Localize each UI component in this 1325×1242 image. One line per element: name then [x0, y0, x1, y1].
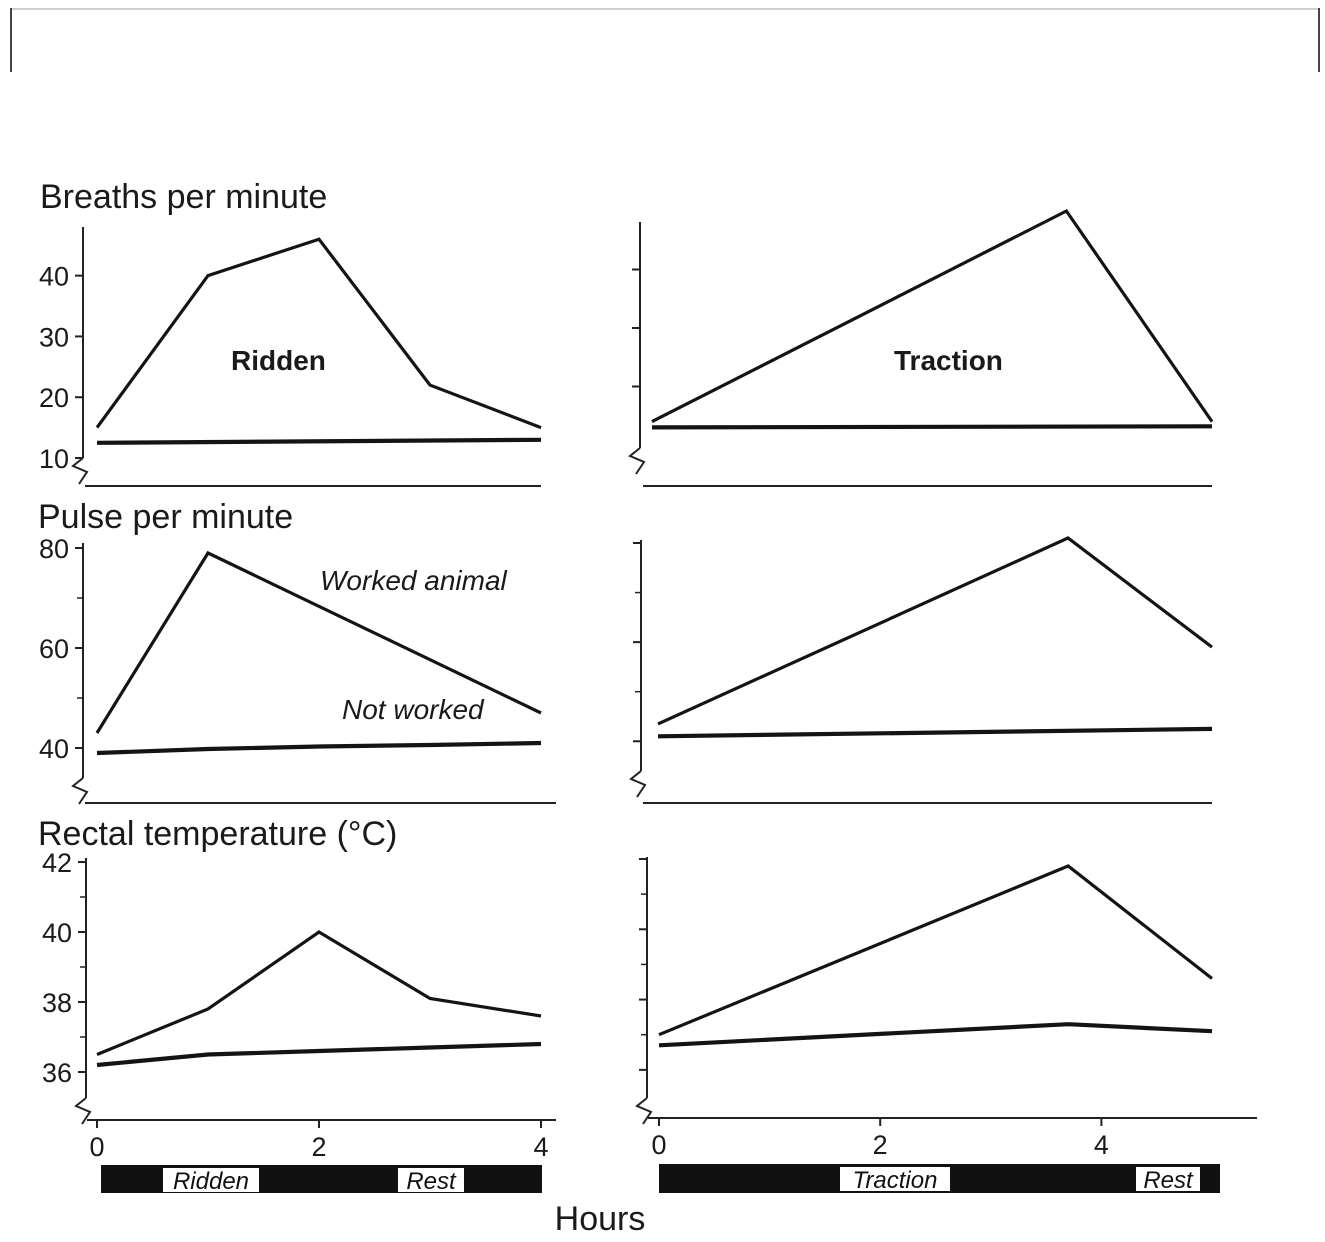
traction-pulse-series-not-worked-line [657, 726, 1213, 739]
ridden-breaths-y-tick-label: 10 [39, 444, 69, 474]
ridden-breaths-series-not-worked-line [96, 437, 542, 445]
traction-rest-label: Rest [1143, 1167, 1194, 1194]
ridden-temperature-y-tick-label: 42 [42, 848, 72, 878]
traction-breaths-series-not-worked-line [651, 424, 1213, 430]
ridden-pulse-axis-break [71, 777, 89, 805]
page-border-right [1318, 8, 1320, 72]
ridden-breaths-y-tick-label: 20 [39, 383, 69, 413]
traction-temperature-panel: 0 2 4 [635, 857, 1257, 1160]
ridden-pulse-y-tick-label: 60 [39, 634, 69, 664]
ridden-temperature-axis-break [74, 1097, 92, 1125]
traction-bar-label-box [840, 1167, 950, 1191]
traction-breaths-series-worked-line [651, 208, 1214, 424]
ridden-temperature-x-tick-label: 2 [311, 1132, 326, 1162]
ridden-temperature-panel: 36 38 40 42 0 2 4 [42, 848, 556, 1162]
traction-temperature-x-tick-label: 0 [651, 1130, 666, 1160]
page-border-top [10, 8, 1320, 10]
traction-temperature-series-worked-line [658, 864, 1213, 1037]
ridden-pulse-y-tick-label: 40 [39, 734, 69, 764]
worked-animal-label: Worked animal [320, 565, 508, 596]
traction-panel-label: Traction [894, 345, 1003, 376]
ridden-breaths-panel: 10 20 30 40 [39, 227, 542, 487]
ridden-temperature-y-tick-label: 36 [42, 1058, 72, 1088]
ridden-rest-label-box [398, 1168, 464, 1192]
ridden-temperature-series-not-worked-line [96, 1041, 542, 1068]
ridden-panel-label: Ridden [231, 345, 326, 376]
ridden-temperature-series-worked-line [96, 930, 542, 1056]
ridden-pulse-panel: 40 60 80 [39, 534, 556, 805]
traction-breaths-axis-break [628, 447, 646, 475]
traction-breaths-panel [628, 208, 1214, 487]
traction-pulse-series-worked-line [657, 536, 1213, 726]
traction-activity-bar: Traction Rest [659, 1164, 1220, 1194]
ridden-temperature-x-tick-label: 0 [89, 1132, 104, 1162]
pulse-title: Pulse per minute [38, 498, 293, 536]
traction-rest-label-box [1136, 1167, 1200, 1191]
ridden-breaths-axis-break [71, 457, 89, 485]
ridden-breaths-y-tick-label: 30 [39, 322, 69, 352]
traction-temperature-series-not-worked-line [658, 1022, 1213, 1048]
ridden-pulse-series-not-worked-line [96, 740, 542, 756]
traction-pulse-axis-break [629, 770, 647, 798]
ridden-temperature-x-tick-label: 4 [533, 1132, 548, 1162]
ridden-breaths-y-tick-label: 40 [39, 262, 69, 292]
traction-temperature-axis-break [635, 1097, 653, 1125]
temperature-title: Rectal temperature (°C) [38, 815, 397, 853]
page-border-left [10, 8, 12, 72]
ridden-temperature-y-tick-label: 38 [42, 988, 72, 1018]
ridden-activity-bar: Ridden Rest [101, 1165, 542, 1195]
ridden-pulse-y-tick-label: 80 [39, 534, 69, 564]
x-axis-title: Hours [555, 1200, 646, 1237]
ridden-temperature-y-tick-label: 40 [42, 918, 72, 948]
traction-bar-label: Traction [853, 1167, 938, 1194]
traction-temperature-x-tick-label: 2 [873, 1130, 888, 1160]
ridden-breaths-series-worked-line [95, 237, 542, 430]
ridden-bar-label: Ridden [173, 1168, 249, 1195]
traction-temperature-x-tick-label: 4 [1094, 1130, 1109, 1160]
breaths-title: Breaths per minute [40, 178, 327, 216]
ridden-bar-label-box [163, 1168, 259, 1192]
traction-pulse-panel [629, 536, 1213, 804]
ridden-rest-label: Rest [406, 1168, 457, 1195]
not-worked-label: Not worked [342, 694, 485, 725]
ridden-pulse-series-worked-line [95, 550, 542, 734]
